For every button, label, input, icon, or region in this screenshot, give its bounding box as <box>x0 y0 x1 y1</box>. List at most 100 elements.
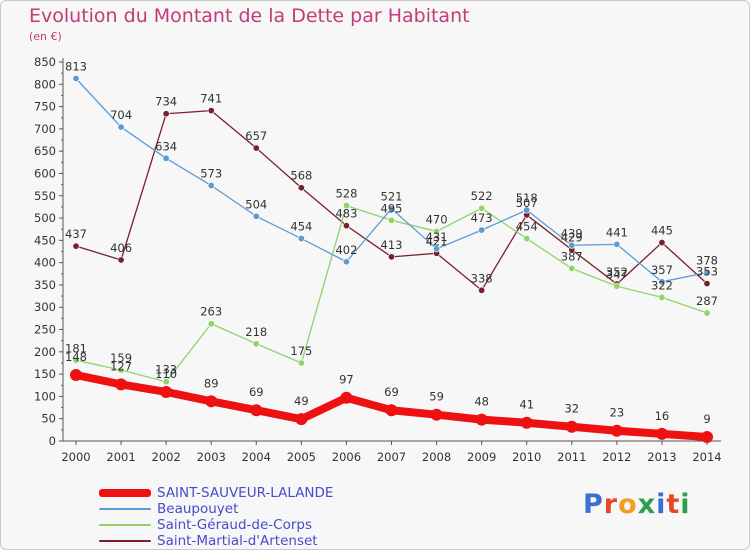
data-point <box>160 385 173 398</box>
data-label: 218 <box>245 325 267 339</box>
data-point <box>115 378 128 391</box>
data-label: 175 <box>290 344 312 358</box>
chart-title: Evolution du Montant de la Dette par Hab… <box>29 5 470 27</box>
data-label: 573 <box>200 167 222 181</box>
legend-label: Saint-Géraud-de-Corps <box>157 517 312 533</box>
data-label: 813 <box>65 59 87 73</box>
data-point <box>72 356 80 364</box>
data-label: 353 <box>696 265 718 279</box>
chart-subtitle: (en €) <box>29 30 62 43</box>
data-point <box>613 282 621 290</box>
logo-letter: x <box>637 489 657 520</box>
data-point <box>703 280 711 288</box>
data-label: 507 <box>516 196 538 210</box>
data-label: 41 <box>519 398 534 412</box>
data-label: 322 <box>651 278 673 292</box>
x-tick-label: 2008 <box>422 450 451 464</box>
y-tick-label: 650 <box>34 144 56 158</box>
data-point <box>478 226 486 234</box>
data-label: 413 <box>381 238 403 252</box>
data-point <box>162 110 170 118</box>
data-label: 568 <box>290 169 312 183</box>
data-label: 734 <box>155 95 177 109</box>
data-point <box>162 378 170 386</box>
data-label: 429 <box>561 231 583 245</box>
data-point <box>297 184 305 192</box>
x-tick-label: 2010 <box>512 450 541 464</box>
data-point <box>252 212 260 220</box>
data-label: 522 <box>471 189 493 203</box>
data-label: 741 <box>200 92 222 106</box>
data-label: 704 <box>110 108 132 122</box>
data-label: 406 <box>110 241 132 255</box>
data-point <box>72 242 80 250</box>
legend-item: Saint-Géraud-de-Corps <box>99 517 333 533</box>
data-label: 454 <box>516 220 538 234</box>
legend-swatch <box>99 540 151 542</box>
data-point <box>701 430 713 443</box>
data-point <box>655 427 668 440</box>
y-tick-label: 500 <box>34 211 56 225</box>
data-label: 9 <box>703 412 710 426</box>
data-label: 657 <box>245 129 267 143</box>
data-point <box>568 264 576 272</box>
y-tick-label: 200 <box>34 345 56 359</box>
data-point <box>297 235 305 243</box>
data-point <box>433 245 441 253</box>
data-label: 357 <box>651 263 673 277</box>
data-label: 352 <box>606 265 628 279</box>
data-point <box>565 420 578 433</box>
data-label: 133 <box>155 363 177 377</box>
legend-item: SAINT-SAUVEUR-LALANDE <box>99 485 333 501</box>
y-tick-label: 100 <box>34 389 56 403</box>
data-label: 483 <box>335 207 357 221</box>
data-point <box>613 240 621 248</box>
data-point <box>297 359 305 367</box>
data-label: 528 <box>335 187 357 201</box>
data-label: 470 <box>426 212 448 226</box>
legend-label: Beaupouyet <box>157 501 239 517</box>
data-point <box>523 235 531 243</box>
x-tick-label: 2006 <box>332 450 361 464</box>
data-label: 439 <box>561 226 583 240</box>
x-tick-label: 2005 <box>287 450 316 464</box>
data-point <box>387 253 395 261</box>
data-point <box>342 222 350 230</box>
legend-swatch <box>99 524 151 526</box>
line-chart: 0 50 100 150 200 250 300 350 400 450 500 550 600 650 7… <box>34 55 722 464</box>
y-tick-label: 800 <box>34 77 56 91</box>
logo-letter: i <box>680 489 691 520</box>
data-label: 454 <box>290 220 312 234</box>
x-tick-label: 2009 <box>467 450 496 464</box>
y-tick-label: 750 <box>34 100 56 114</box>
logo-letter: t <box>666 489 681 520</box>
data-label: 49 <box>294 394 309 408</box>
data-label: 504 <box>245 197 267 211</box>
data-label: 159 <box>110 351 132 365</box>
x-tick-label: 2007 <box>377 450 406 464</box>
y-tick-label: 250 <box>34 323 56 337</box>
data-label: 521 <box>381 190 403 204</box>
y-tick-label: 0 <box>49 434 56 448</box>
y-tick-label: 150 <box>34 367 56 381</box>
y-tick-label: 850 <box>34 55 56 69</box>
data-point <box>342 258 350 266</box>
data-point <box>250 404 263 417</box>
data-label: 59 <box>429 390 444 404</box>
data-point <box>295 413 308 426</box>
legend-item: Beaupouyet <box>99 501 333 517</box>
data-label: 69 <box>249 385 264 399</box>
data-point <box>387 216 395 224</box>
data-label: 263 <box>200 305 222 319</box>
data-point <box>252 340 260 348</box>
data-point <box>252 144 260 152</box>
data-point <box>207 320 215 328</box>
data-point <box>162 154 170 162</box>
y-tick-label: 550 <box>34 189 56 203</box>
data-point <box>387 205 395 213</box>
y-tick-label: 700 <box>34 122 56 136</box>
legend-label: SAINT-SAUVEUR-LALANDE <box>157 485 334 501</box>
y-tick-label: 50 <box>41 412 56 426</box>
data-label: 421 <box>426 234 448 248</box>
y-tick-label: 350 <box>34 278 56 292</box>
